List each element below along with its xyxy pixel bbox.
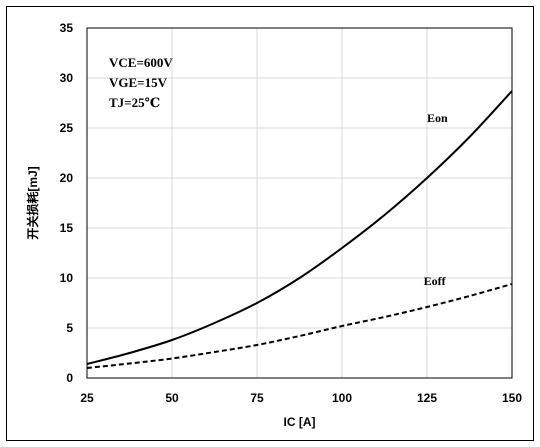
chart-svg: 25 50 75 100 125 150 0 5 10 15 20 25 30 35 IC [A] 开关… bbox=[25, 21, 522, 429]
y-tick-label: 20 bbox=[60, 171, 74, 185]
y-tick-label: 5 bbox=[66, 321, 73, 335]
x-axis-label: IC [A] bbox=[284, 415, 316, 429]
x-tick-labels: 25 50 75 100 125 150 bbox=[80, 391, 522, 405]
series-label-eon: Eon bbox=[427, 111, 448, 125]
y-tick-label: 0 bbox=[66, 371, 73, 385]
y-tick-label: 10 bbox=[60, 271, 74, 285]
plot-border bbox=[86, 27, 513, 379]
series-layer bbox=[86, 90, 513, 369]
series-line-eoff bbox=[86, 283, 513, 369]
x-tick-label: 75 bbox=[250, 391, 264, 405]
chart-frame: 25 50 75 100 125 150 0 5 10 15 20 25 30 35 IC [A] 开关… bbox=[6, 6, 534, 441]
x-tick-label: 125 bbox=[417, 391, 437, 405]
annotation-vge: VGE=15V bbox=[109, 75, 168, 90]
annotation-vce: VCE=600V bbox=[109, 55, 173, 70]
x-tick-label: 50 bbox=[165, 391, 179, 405]
series-line-eon bbox=[86, 90, 513, 365]
x-tick-label: 150 bbox=[502, 391, 522, 405]
x-tick-label: 25 bbox=[80, 391, 94, 405]
y-tick-label: 35 bbox=[60, 21, 74, 35]
annotation-tj: TJ=25℃ bbox=[109, 95, 160, 110]
y-tick-label: 30 bbox=[60, 71, 74, 85]
y-tick-label: 15 bbox=[60, 221, 74, 235]
y-tick-label: 25 bbox=[60, 121, 74, 135]
x-tick-label: 100 bbox=[332, 391, 352, 405]
y-axis-label: 开关损耗[mJ] bbox=[25, 166, 40, 239]
y-tick-labels: 0 5 10 15 20 25 30 35 bbox=[60, 21, 74, 385]
series-label-eoff: Eoff bbox=[424, 274, 447, 288]
